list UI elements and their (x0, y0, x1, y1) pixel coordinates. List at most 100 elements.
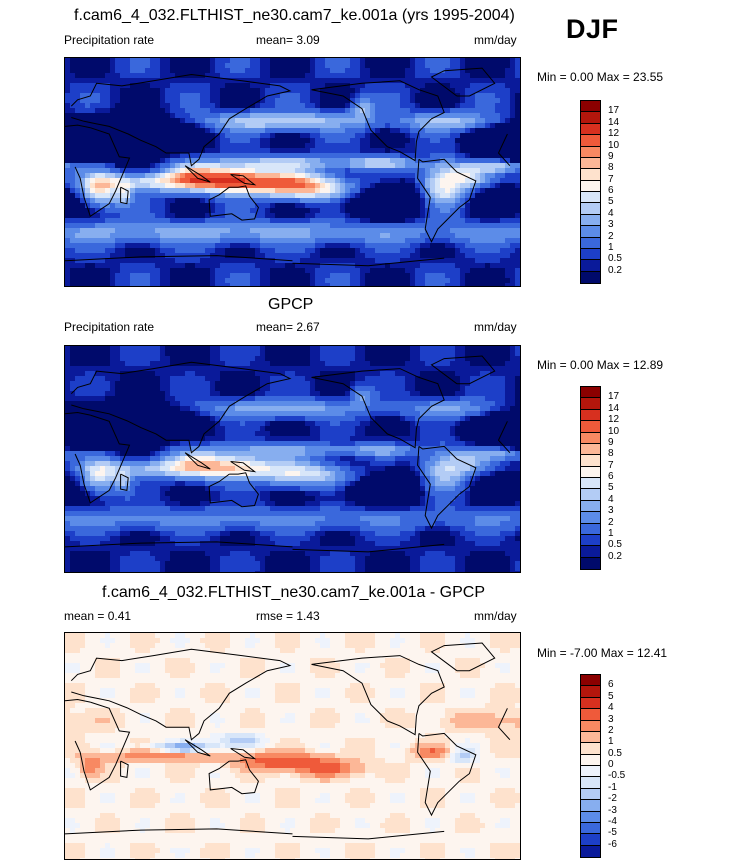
variable-label-obs: Precipitation rate (64, 320, 155, 334)
colorbar-swatch (580, 156, 601, 170)
colorbar-tick-label: 17 (608, 391, 620, 403)
coastline (430, 355, 496, 385)
coastline (311, 368, 445, 449)
colorbar-tick-label: 1 (608, 527, 614, 539)
colorbar-tick-label: 9 (608, 436, 614, 448)
map-field-svg (65, 633, 520, 859)
colorbar-swatch (580, 674, 601, 687)
coastline (311, 655, 445, 736)
colorbar-swatch (580, 753, 601, 766)
coastline (65, 698, 91, 703)
colorbar-tick-label: 7 (608, 173, 614, 185)
colorbar-swatch (580, 765, 601, 778)
colorbar-tick-label: 1 (608, 736, 614, 748)
precip-map-obs (64, 345, 521, 573)
colorbar-tick-label: 5 (608, 196, 614, 208)
colorbar-tick-label: -5 (608, 827, 617, 839)
colorbar-tick-label: 7 (608, 459, 614, 471)
coastline (70, 648, 292, 741)
coastline (74, 701, 131, 791)
coastline (430, 642, 496, 672)
colorbar-tick-label: 3 (608, 219, 614, 231)
units-label-obs: mm/day (474, 320, 517, 334)
colorbar-tick-label: -3 (608, 804, 617, 816)
colorbar-tick-label: 4 (608, 493, 614, 505)
colorbar-tick-label: 6 (608, 185, 614, 196)
coastline (430, 67, 496, 97)
map-field-svg (65, 58, 520, 286)
mean-value-obs: mean= 2.67 (256, 320, 320, 334)
colorbar-swatch (580, 259, 601, 272)
units-label-diff: mm/day (474, 609, 517, 623)
coastline (184, 739, 211, 757)
colorbar-swatch (580, 821, 601, 835)
colorbar-tick-label: 0.2 (608, 550, 622, 562)
colorbar-tick-label: 1 (608, 241, 614, 253)
map-field-svg (65, 346, 520, 572)
colorbar-tick-label: 12 (608, 414, 620, 426)
colorbar-swatch (580, 386, 601, 399)
colorbar-swatch (580, 191, 601, 204)
colorbar-swatch (580, 179, 601, 192)
mean-value-diff: mean = 0.41 (64, 609, 132, 623)
coastline (65, 828, 293, 835)
panel-title-obs: GPCP (268, 296, 314, 313)
colorbar-swatch (580, 522, 601, 535)
colorbar-swatch (580, 533, 601, 547)
colorbar-tick-label: 12 (608, 128, 620, 140)
colorbar-tick-label: 2 (608, 516, 614, 528)
colorbar-swatch (580, 431, 601, 444)
coastline (292, 830, 445, 840)
colorbar-swatch (580, 742, 601, 755)
colorbar-swatch (580, 477, 601, 490)
colorbar-swatch (580, 247, 601, 261)
colorbar-swatch (580, 202, 601, 215)
coastline (65, 541, 293, 548)
colorbar-swatch (580, 145, 601, 158)
colorbar-swatch (580, 708, 601, 721)
colorbar-tick-label: 0.2 (608, 264, 622, 276)
colorbar-swatch (580, 719, 601, 732)
colorbar-swatch (580, 270, 601, 284)
rmse-value-diff: rmse = 1.43 (256, 609, 320, 623)
panel-title-model: f.cam6_4_032.FLTHIST_ne30.cam7_ke.001a (… (74, 7, 515, 24)
colorbar-tick-label: 4 (608, 702, 614, 714)
colorbar-swatch (580, 833, 601, 846)
difference-map (64, 632, 521, 860)
colorbar-tick-label: 17 (608, 105, 620, 117)
colorbar-tick-label: 6 (608, 471, 614, 482)
coastline (65, 124, 91, 129)
coastline (208, 472, 259, 508)
colorbar-tick-label: 2 (608, 724, 614, 736)
colorbar-swatch (580, 111, 601, 124)
colorbar-tick-label: 3 (608, 713, 614, 725)
colorbar-tick-label: 14 (608, 116, 620, 128)
colorbar-tick-label: 14 (608, 402, 620, 414)
coastline (230, 748, 257, 760)
coastline (208, 185, 259, 221)
colorbar-swatch (580, 810, 601, 823)
colorbar-swatch (580, 134, 601, 147)
colorbar-swatch (580, 545, 601, 558)
colorbar-tick-label: 0 (608, 759, 614, 770)
colorbar-tick-label: 2 (608, 230, 614, 242)
colorbar-swatch (580, 685, 601, 698)
coastline (74, 414, 131, 504)
colorbar-tick-label: 10 (608, 425, 620, 437)
coastline (70, 73, 292, 167)
variable-label-model: Precipitation rate (64, 33, 155, 47)
colorbar-swatch (580, 236, 601, 249)
minmax-model: Min = 0.00 Max = 23.55 (537, 70, 664, 84)
colorbar-swatch (580, 776, 601, 789)
colorbar-tick-label: 4 (608, 207, 614, 219)
coastline (497, 708, 511, 741)
coastline (70, 361, 292, 454)
colorbar-swatch (580, 696, 601, 710)
coastline (120, 186, 129, 205)
colorbar-tick-label: 9 (608, 150, 614, 162)
coastline (184, 165, 211, 183)
coastline (497, 133, 511, 167)
colorbar-tick-label: -2 (608, 793, 617, 805)
coastline (311, 80, 445, 162)
coastline (292, 257, 445, 267)
